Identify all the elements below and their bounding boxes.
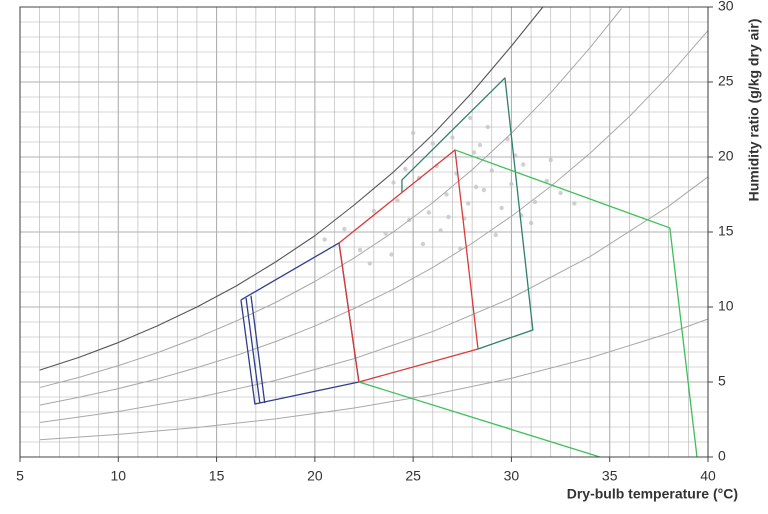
scatter-point xyxy=(572,201,577,206)
scatter-point xyxy=(548,157,553,163)
scatter-point xyxy=(367,261,373,266)
x-tick-label: 30 xyxy=(504,468,520,484)
series-line xyxy=(358,381,601,458)
scatter-point xyxy=(477,142,483,148)
scatter-point xyxy=(410,130,416,136)
scatter-point xyxy=(493,232,498,238)
scatter-point xyxy=(489,168,494,173)
series-line xyxy=(338,149,479,383)
series-line xyxy=(39,318,709,441)
scatter-point xyxy=(544,178,550,184)
series-line xyxy=(39,6,544,371)
scatter-point xyxy=(383,231,388,236)
scatter-point xyxy=(322,237,327,242)
series-line xyxy=(39,8,622,389)
y-tick-label: 5 xyxy=(718,373,726,389)
scatter-point xyxy=(499,205,504,211)
scatter-point xyxy=(465,201,471,206)
scatter-point xyxy=(485,124,491,130)
series-line xyxy=(245,297,261,404)
scatter-point xyxy=(446,214,451,220)
x-tick-label: 5 xyxy=(16,468,24,484)
scatter-point xyxy=(430,141,435,146)
scatter-point xyxy=(467,115,473,121)
scatter-point xyxy=(450,135,455,140)
y-tick-label: 10 xyxy=(718,298,734,314)
series-line xyxy=(39,30,709,406)
series-line xyxy=(240,242,360,405)
y-tick-label: 0 xyxy=(718,448,726,464)
series-line xyxy=(454,149,698,458)
scatter-point xyxy=(403,166,408,172)
y-tick-label: 25 xyxy=(718,73,734,89)
scatter-point xyxy=(395,198,400,203)
x-tick-label: 25 xyxy=(405,468,421,484)
series-line xyxy=(250,295,266,404)
scatter-point xyxy=(528,220,534,226)
scatter-point xyxy=(521,162,526,167)
scatter-point xyxy=(342,226,347,232)
scatter-point xyxy=(509,181,514,187)
x-tick-label: 20 xyxy=(307,468,323,484)
y-tick-label: 15 xyxy=(718,223,734,239)
scatter-point xyxy=(438,228,443,233)
scatter-point xyxy=(444,192,449,197)
plot-frame xyxy=(19,6,709,458)
x-tick-label: 35 xyxy=(602,468,618,484)
series-line xyxy=(401,77,534,350)
y-tick-label: 30 xyxy=(718,0,734,14)
x-axis-title: Dry-bulb temperature (°C) xyxy=(567,486,738,502)
x-tick-label: 10 xyxy=(110,468,126,484)
x-tick-label: 40 xyxy=(700,468,716,484)
scatter-point xyxy=(481,187,487,193)
scatter-point xyxy=(426,210,432,215)
y-tick-label: 20 xyxy=(718,148,734,164)
scatter-point xyxy=(389,252,394,257)
x-tick-label: 15 xyxy=(209,468,225,484)
scatter-point xyxy=(420,241,426,247)
scatter-point xyxy=(473,184,479,190)
scatter-point xyxy=(391,180,396,185)
y-axis-title: Humidity ratio (g/kg dry air) xyxy=(746,19,762,202)
scatter-point xyxy=(471,150,477,155)
scatter-point xyxy=(532,199,538,205)
scatter-point xyxy=(357,247,363,253)
series-line xyxy=(39,176,709,423)
scatter-point xyxy=(371,208,377,214)
scatter-point xyxy=(558,190,563,196)
